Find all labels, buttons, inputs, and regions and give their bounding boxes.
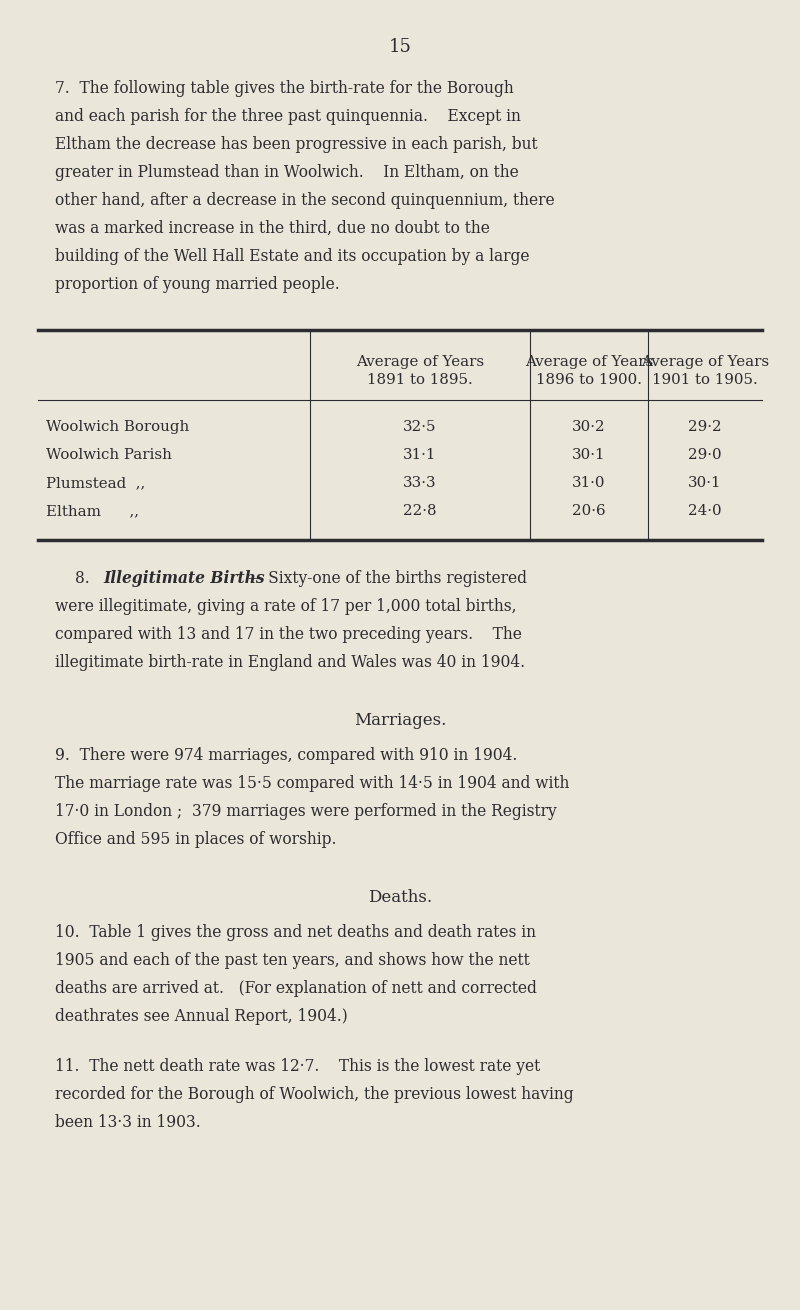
Text: Average of Years: Average of Years <box>525 355 653 369</box>
Text: 9.  There were 974 marriages, compared with 910 in 1904.: 9. There were 974 marriages, compared wi… <box>55 747 518 764</box>
Text: compared with 13 and 17 in the two preceding years.    The: compared with 13 and 17 in the two prece… <box>55 626 522 643</box>
Text: 20·6: 20·6 <box>572 504 606 517</box>
Text: greater in Plumstead than in Woolwich.    In Eltham, on the: greater in Plumstead than in Woolwich. I… <box>55 164 518 181</box>
Text: Illegitimate Births: Illegitimate Births <box>103 570 265 587</box>
Text: and each parish for the three past quinquennia.    Except in: and each parish for the three past quinq… <box>55 107 521 124</box>
Text: 1901 to 1905.: 1901 to 1905. <box>652 373 758 386</box>
Text: 30·1: 30·1 <box>572 448 606 462</box>
Text: building of the Well Hall Estate and its occupation by a large: building of the Well Hall Estate and its… <box>55 248 530 265</box>
Text: Office and 595 in places of worship.: Office and 595 in places of worship. <box>55 831 337 848</box>
Text: other hand, after a decrease in the second quinquennium, there: other hand, after a decrease in the seco… <box>55 193 554 210</box>
Text: 8.: 8. <box>75 570 90 587</box>
Text: been 13·3 in 1903.: been 13·3 in 1903. <box>55 1114 201 1131</box>
Text: 29·2: 29·2 <box>688 421 722 434</box>
Text: proportion of young married people.: proportion of young married people. <box>55 276 340 293</box>
Text: 31·1: 31·1 <box>403 448 437 462</box>
Text: 30·1: 30·1 <box>688 476 722 490</box>
Text: 1905 and each of the past ten years, and shows how the nett: 1905 and each of the past ten years, and… <box>55 952 530 969</box>
Text: 31·0: 31·0 <box>572 476 606 490</box>
Text: 24·0: 24·0 <box>688 504 722 517</box>
Text: Deaths.: Deaths. <box>368 889 432 907</box>
Text: 7.  The following table gives the birth-rate for the Borough: 7. The following table gives the birth-r… <box>55 80 514 97</box>
Text: 11.  The nett death rate was 12·7.    This is the lowest rate yet: 11. The nett death rate was 12·7. This i… <box>55 1058 540 1076</box>
Text: 32·5: 32·5 <box>403 421 437 434</box>
Text: deaths are arrived at.   (For explanation of nett and corrected: deaths are arrived at. (For explanation … <box>55 980 537 997</box>
Text: was a marked increase in the third, due no doubt to the: was a marked increase in the third, due … <box>55 220 490 237</box>
Text: Eltham      ,,: Eltham ,, <box>46 504 139 517</box>
Text: — Sixty-one of the births registered: — Sixty-one of the births registered <box>248 570 527 587</box>
Text: Eltham the decrease has been progressive in each parish, but: Eltham the decrease has been progressive… <box>55 136 538 153</box>
Text: Plumstead  ,,: Plumstead ,, <box>46 476 146 490</box>
Text: Marriages.: Marriages. <box>354 713 446 728</box>
Text: 1891 to 1895.: 1891 to 1895. <box>367 373 473 386</box>
Text: Average of Years: Average of Years <box>641 355 769 369</box>
Text: 15: 15 <box>389 38 411 56</box>
Text: 10.  Table 1 gives the gross and net deaths and death rates in: 10. Table 1 gives the gross and net deat… <box>55 924 536 941</box>
Text: Woolwich Parish: Woolwich Parish <box>46 448 172 462</box>
Text: were illegitimate, giving a rate of 17 per 1,000 total births,: were illegitimate, giving a rate of 17 p… <box>55 597 517 614</box>
Text: Woolwich Borough: Woolwich Borough <box>46 421 190 434</box>
Text: recorded for the Borough of Woolwich, the previous lowest having: recorded for the Borough of Woolwich, th… <box>55 1086 574 1103</box>
Text: 33·3: 33·3 <box>403 476 437 490</box>
Text: deathrates see Annual Report, 1904.): deathrates see Annual Report, 1904.) <box>55 1007 348 1024</box>
Text: 1896 to 1900.: 1896 to 1900. <box>536 373 642 386</box>
Text: 17·0 in London ;  379 marriages were performed in the Registry: 17·0 in London ; 379 marriages were perf… <box>55 803 557 820</box>
Text: The marriage rate was 15·5 compared with 14·5 in 1904 and with: The marriage rate was 15·5 compared with… <box>55 776 570 793</box>
Text: 30·2: 30·2 <box>572 421 606 434</box>
Text: 29·0: 29·0 <box>688 448 722 462</box>
Text: Average of Years: Average of Years <box>356 355 484 369</box>
Text: 22·8: 22·8 <box>403 504 437 517</box>
Text: illegitimate birth-rate in England and Wales was 40 in 1904.: illegitimate birth-rate in England and W… <box>55 654 525 671</box>
